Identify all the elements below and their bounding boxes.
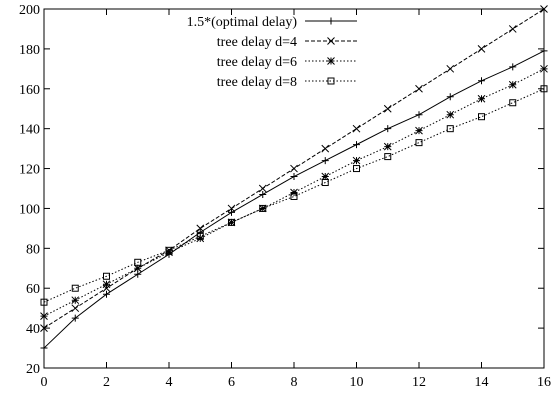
x-tick-label: 4	[166, 375, 173, 390]
data-point-plus	[478, 77, 485, 84]
legend-label: tree delay d=4	[217, 35, 297, 50]
data-point-plus	[509, 63, 516, 70]
data-point-plus	[328, 18, 335, 25]
data-point-plus	[259, 191, 266, 198]
data-point-square	[510, 100, 516, 106]
y-tick-label: 180	[19, 43, 40, 58]
data-point-star	[41, 313, 48, 320]
x-tick-label: 8	[291, 375, 298, 390]
data-point-square	[416, 140, 422, 146]
data-point-star	[541, 65, 548, 72]
legend: 1.5*(optimal delay) tree delay d=4 tree de…	[187, 15, 357, 90]
y-tick-label: 160	[19, 83, 40, 98]
y-tick-label: 60	[26, 282, 40, 297]
data-point-cross	[72, 305, 79, 312]
data-point-star	[322, 173, 329, 180]
data-point-star	[134, 265, 141, 272]
y-tick-label: 120	[19, 163, 40, 178]
data-point-plus	[291, 173, 298, 180]
data-point-star	[166, 249, 173, 256]
data-point-cross	[478, 45, 485, 52]
y-tick-label: 40	[26, 322, 40, 337]
data-point-star	[353, 157, 360, 164]
data-point-square	[385, 154, 391, 160]
y-tick-label: 100	[19, 202, 40, 217]
data-point-square	[72, 285, 78, 291]
data-point-square	[479, 114, 485, 120]
data-point-star	[328, 58, 335, 65]
y-tick-label: 20	[26, 362, 40, 377]
data-point-plus	[447, 93, 454, 100]
data-point-plus	[416, 111, 423, 118]
data-point-cross	[509, 25, 516, 32]
data-point-plus	[353, 141, 360, 148]
y-tick-label: 140	[19, 123, 40, 138]
x-tick-label: 16	[537, 375, 551, 390]
data-point-cross	[384, 105, 391, 112]
data-point-star	[103, 281, 110, 288]
x-tick-label: 2	[103, 375, 110, 390]
data-point-cross	[416, 85, 423, 92]
data-point-star	[384, 143, 391, 150]
x-tick-label: 14	[475, 375, 489, 390]
data-point-cross	[353, 125, 360, 132]
y-tick-label: 200	[19, 3, 40, 18]
data-point-cross	[291, 165, 298, 172]
data-point-cross	[447, 65, 454, 72]
legend-label: tree delay d=6	[217, 55, 297, 70]
x-tick-label: 12	[412, 375, 426, 390]
x-tick-label: 10	[350, 375, 364, 390]
legend-label: 1.5*(optimal delay)	[187, 15, 298, 30]
legend-label: tree delay d=8	[217, 75, 297, 90]
data-point-cross	[328, 38, 335, 45]
x-tick-label: 0	[41, 375, 48, 390]
data-point-cross	[259, 185, 266, 192]
data-point-star	[197, 235, 204, 242]
data-point-star	[509, 81, 516, 88]
data-point-cross	[322, 145, 329, 152]
data-point-star	[447, 111, 454, 118]
data-point-star	[72, 297, 79, 304]
y-tick-label: 80	[26, 242, 40, 257]
x-tick-label: 6	[228, 375, 235, 390]
data-point-plus	[134, 271, 141, 278]
data-point-star	[478, 95, 485, 102]
data-point-plus	[384, 125, 391, 132]
data-point-plus	[322, 157, 329, 164]
data-point-star	[416, 127, 423, 134]
